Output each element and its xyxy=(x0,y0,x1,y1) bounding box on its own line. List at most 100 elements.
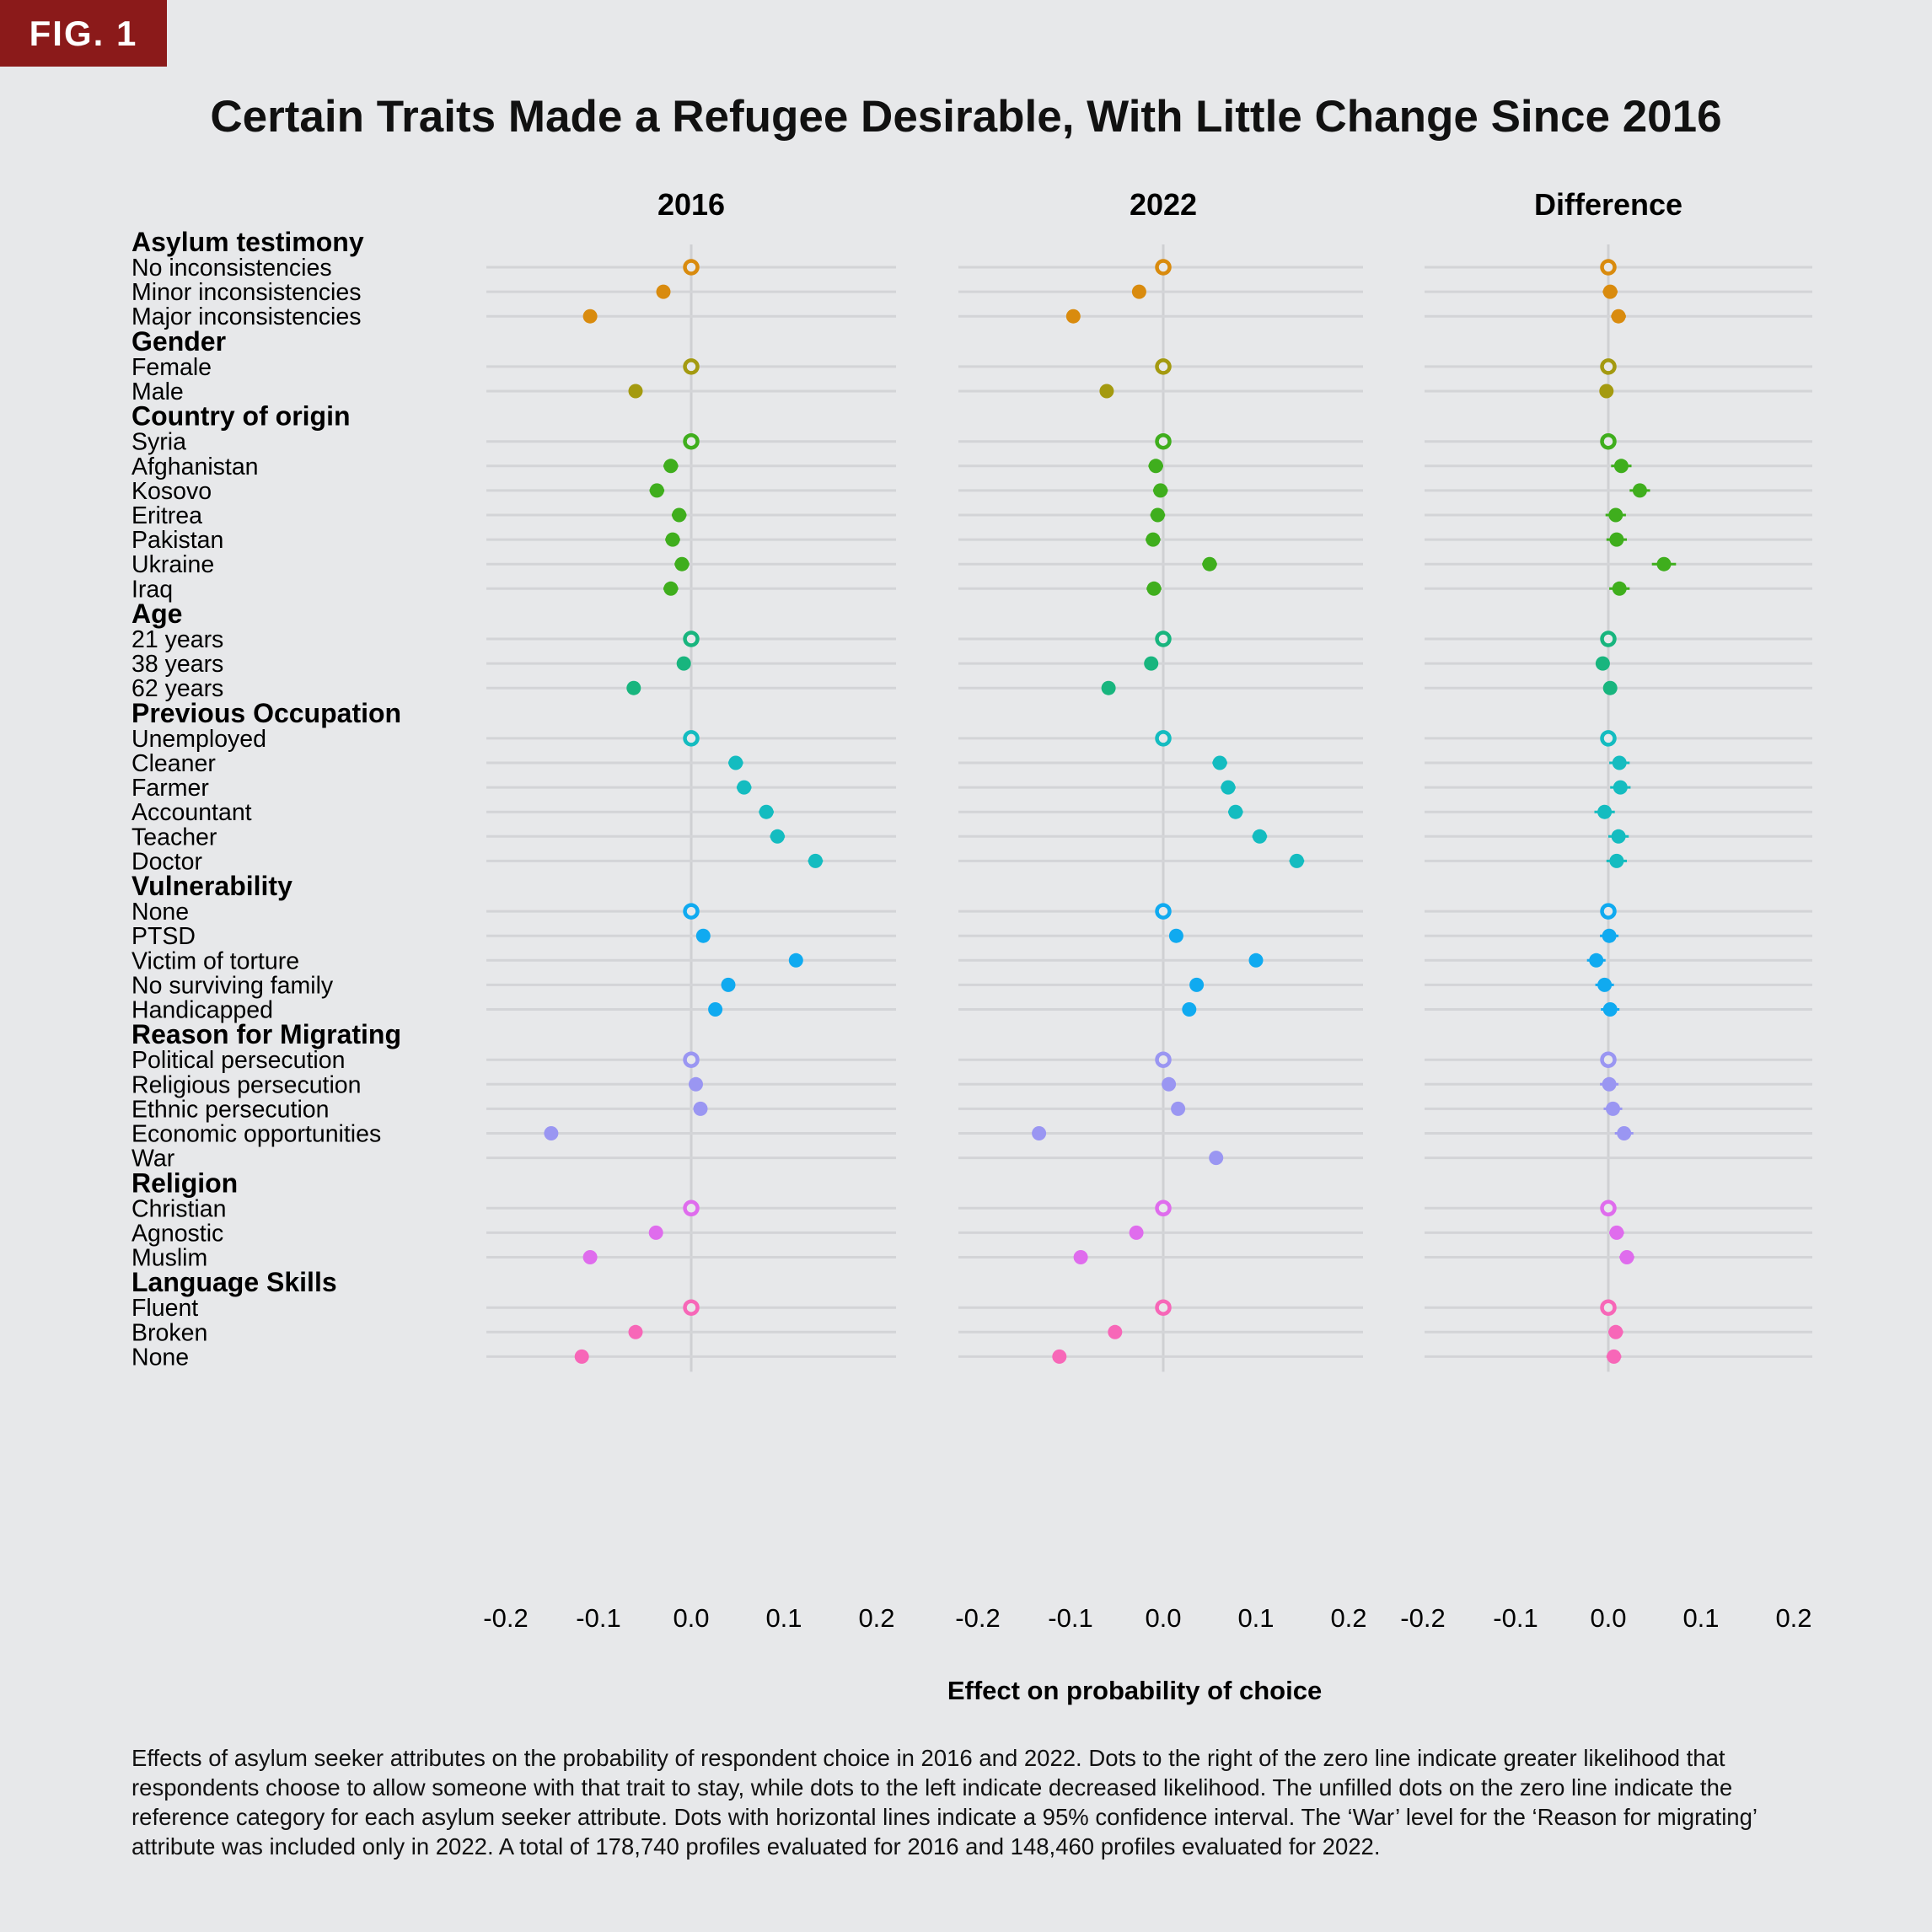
level-label: Accountant xyxy=(131,799,252,826)
group-label: Country of origin xyxy=(131,401,351,432)
level-label: Unemployed xyxy=(131,726,266,753)
reference-marker xyxy=(1600,432,1617,450)
estimate-point xyxy=(1608,507,1623,523)
reference-marker xyxy=(1155,432,1172,450)
estimate-point xyxy=(1248,953,1264,968)
estimate-point xyxy=(672,507,687,523)
estimate-point xyxy=(1209,1151,1224,1166)
estimate-point xyxy=(1602,1076,1617,1092)
x-tick-label: 0.2 xyxy=(1330,1603,1366,1633)
reference-marker xyxy=(683,259,700,276)
estimate-point xyxy=(1613,780,1628,795)
estimate-point xyxy=(1613,459,1629,474)
reference-marker xyxy=(683,631,700,647)
level-label: Farmer xyxy=(131,775,209,802)
x-tick-label: 0.2 xyxy=(858,1603,894,1633)
level-label: Ukraine xyxy=(131,551,214,578)
level-label: Teacher xyxy=(131,824,217,851)
estimate-point xyxy=(1171,1101,1186,1116)
estimate-point xyxy=(1162,1076,1177,1092)
reference-marker xyxy=(683,358,700,375)
estimate-point xyxy=(1595,656,1610,671)
estimate-point xyxy=(628,384,643,399)
estimate-point xyxy=(689,1076,703,1092)
level-label: Major inconsistencies xyxy=(131,303,361,330)
x-tick-label: -0.1 xyxy=(576,1603,620,1633)
estimate-point xyxy=(721,977,736,992)
group-label: Previous Occupation xyxy=(131,698,401,728)
estimate-point xyxy=(1619,1250,1634,1264)
estimate-point xyxy=(1073,1250,1088,1264)
x-tick-label: 0.0 xyxy=(673,1603,709,1633)
estimate-point xyxy=(1129,1225,1144,1240)
reference-marker xyxy=(683,730,700,747)
level-label: Eritrea xyxy=(131,502,202,529)
level-label: 62 years xyxy=(131,675,223,702)
estimate-point xyxy=(1252,829,1267,844)
estimate-point xyxy=(1612,581,1627,596)
level-label: Afghanistan xyxy=(131,453,259,480)
reference-marker xyxy=(1155,631,1172,647)
reference-marker xyxy=(1600,1051,1617,1068)
estimate-point xyxy=(1597,804,1613,819)
estimate-point xyxy=(1148,459,1163,474)
estimate-point xyxy=(1602,928,1617,943)
estimate-point xyxy=(676,656,691,671)
estimate-point xyxy=(628,1324,643,1339)
estimate-point xyxy=(1108,1324,1123,1339)
reference-marker xyxy=(683,1299,700,1316)
x-tick-label: 0.0 xyxy=(1590,1603,1626,1633)
estimate-point xyxy=(1607,1349,1622,1364)
level-label: War xyxy=(131,1146,175,1173)
panel-title-2016: 2016 xyxy=(657,187,725,222)
estimate-point xyxy=(1182,1002,1197,1017)
level-label: Female xyxy=(131,354,212,381)
estimate-point xyxy=(1632,483,1647,498)
reference-marker xyxy=(1155,730,1172,747)
level-label: Doctor xyxy=(131,848,202,875)
group-label: Asylum testimony xyxy=(131,227,364,257)
x-tick-label: -0.2 xyxy=(1400,1603,1445,1633)
reference-marker xyxy=(1155,903,1172,920)
estimate-point xyxy=(1189,977,1205,992)
estimate-point xyxy=(695,928,711,943)
estimate-point xyxy=(1032,1126,1047,1140)
estimate-point xyxy=(663,459,679,474)
reference-marker xyxy=(1600,730,1617,747)
estimate-point xyxy=(1609,1225,1624,1240)
group-label: Vulnerability xyxy=(131,871,292,901)
estimate-point xyxy=(1612,755,1627,770)
reference-marker xyxy=(1600,903,1617,920)
x-tick-label: 0.1 xyxy=(1237,1603,1274,1633)
level-label: Economic opportunities xyxy=(131,1121,381,1148)
estimate-point xyxy=(1602,284,1618,299)
reference-marker xyxy=(683,1051,700,1068)
estimate-point xyxy=(1656,556,1672,572)
level-label: No inconsistencies xyxy=(131,255,332,282)
x-tick-label: 0.0 xyxy=(1145,1603,1181,1633)
estimate-point xyxy=(626,680,641,695)
estimate-point xyxy=(1606,1101,1620,1116)
chart-title: Certain Traits Made a Refugee Desirable,… xyxy=(210,92,1722,142)
figure-badge: FIG. 1 xyxy=(0,0,167,67)
estimate-point xyxy=(656,284,671,299)
reference-marker xyxy=(1155,1299,1172,1316)
estimate-point xyxy=(1202,556,1217,572)
estimate-point xyxy=(1589,953,1604,968)
level-label: Agnostic xyxy=(131,1220,223,1247)
estimate-point xyxy=(649,483,664,498)
reference-marker xyxy=(1600,1299,1617,1316)
level-label: Cleaner xyxy=(131,750,216,777)
level-label: Kosovo xyxy=(131,478,212,505)
estimate-point xyxy=(1609,853,1624,868)
reference-marker xyxy=(1600,631,1617,647)
level-label: Christian xyxy=(131,1195,226,1222)
estimate-point xyxy=(1101,680,1116,695)
estimate-point xyxy=(674,556,690,572)
estimate-point xyxy=(1289,853,1304,868)
level-label: Male xyxy=(131,378,184,405)
reference-marker xyxy=(683,903,700,920)
estimate-point xyxy=(665,532,680,547)
estimate-point xyxy=(1609,532,1624,547)
x-tick-label: -0.2 xyxy=(483,1603,528,1633)
